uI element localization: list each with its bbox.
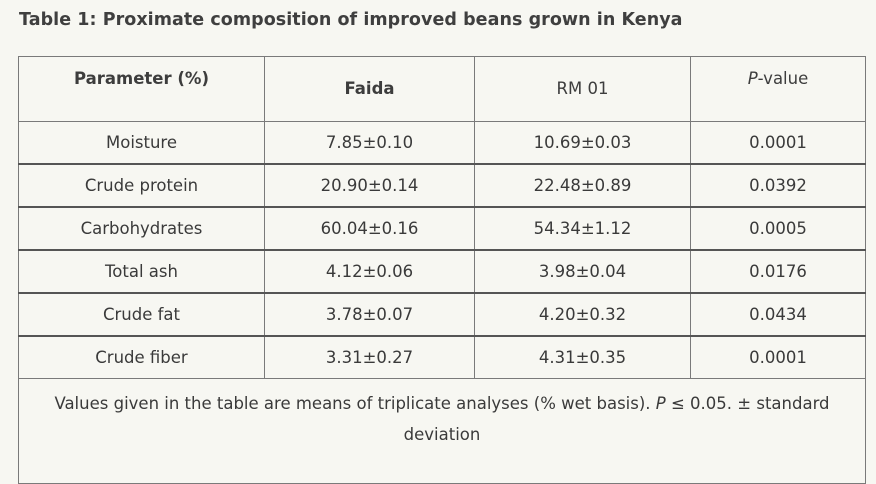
pvalue-italic-p: P: [747, 69, 758, 88]
column-header-faida: Faida: [264, 56, 475, 122]
table-row: Carbohydrates 60.04±0.16 54.34±1.12 0.00…: [18, 206, 866, 251]
cell-pvalue: 0.0176: [690, 249, 866, 294]
cell-rm01: 54.34±1.12: [474, 206, 691, 251]
table-row: Crude protein 20.90±0.14 22.48±0.89 0.03…: [18, 163, 866, 208]
table-row: Crude fiber 3.31±0.27 4.31±0.35 0.0001: [18, 335, 866, 379]
cell-rm01: 4.31±0.35: [474, 335, 691, 379]
cell-rm01: 22.48±0.89: [474, 163, 691, 208]
proximate-composition-table: Parameter (%) Faida RM 01 P-value Moistu…: [18, 56, 866, 484]
cell-pvalue: 0.0001: [690, 335, 866, 379]
column-header-parameter: Parameter (%): [18, 56, 265, 122]
cell-faida: 3.31±0.27: [264, 335, 475, 379]
pvalue-suffix: -value: [757, 69, 809, 88]
cell-faida: 20.90±0.14: [264, 163, 475, 208]
column-header-rm01: RM 01: [474, 56, 691, 122]
cell-rm01: 10.69±0.03: [474, 121, 691, 165]
cell-faida: 4.12±0.06: [264, 249, 475, 294]
footnote-p-italic: P: [655, 394, 666, 413]
cell-pvalue: 0.0005: [690, 206, 866, 251]
cell-parameter: Carbohydrates: [18, 206, 265, 251]
table-footnote-row: Values given in the table are means of t…: [18, 378, 866, 484]
column-header-pvalue: P-value: [690, 56, 866, 122]
table-row: Total ash 4.12±0.06 3.98±0.04 0.0176: [18, 249, 866, 294]
cell-parameter: Crude protein: [18, 163, 265, 208]
header-row: Parameter (%) Faida RM 01 P-value: [18, 56, 866, 122]
footnote-prefix: Values given in the table are means of t…: [54, 394, 656, 413]
cell-pvalue: 0.0392: [690, 163, 866, 208]
cell-parameter: Crude fiber: [18, 335, 265, 379]
table-row: Crude fat 3.78±0.07 4.20±0.32 0.0434: [18, 292, 866, 337]
cell-pvalue: 0.0001: [690, 121, 866, 165]
table-footnote: Values given in the table are means of t…: [18, 378, 866, 484]
cell-faida: 3.78±0.07: [264, 292, 475, 337]
cell-rm01: 3.98±0.04: [474, 249, 691, 294]
footnote-text: Values given in the table are means of t…: [52, 388, 832, 450]
cell-faida: 7.85±0.10: [264, 121, 475, 165]
cell-rm01: 4.20±0.32: [474, 292, 691, 337]
cell-faida: 60.04±0.16: [264, 206, 475, 251]
cell-pvalue: 0.0434: [690, 292, 866, 337]
cell-parameter: Crude fat: [18, 292, 265, 337]
cell-parameter: Moisture: [18, 121, 265, 165]
cell-parameter: Total ash: [18, 249, 265, 294]
table-caption: Table 1: Proximate composition of improv…: [19, 10, 683, 30]
table-row: Moisture 7.85±0.10 10.69±0.03 0.0001: [18, 121, 866, 165]
footnote-suffix: ≤ 0.05. ± standard deviation: [403, 394, 830, 444]
